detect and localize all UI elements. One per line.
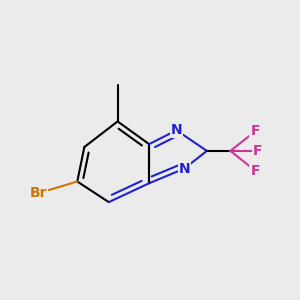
Text: F: F <box>250 164 260 178</box>
Text: Br: Br <box>29 186 47 200</box>
Text: F: F <box>253 144 262 158</box>
Text: N: N <box>171 123 182 137</box>
Text: N: N <box>178 161 190 176</box>
Text: F: F <box>250 124 260 138</box>
